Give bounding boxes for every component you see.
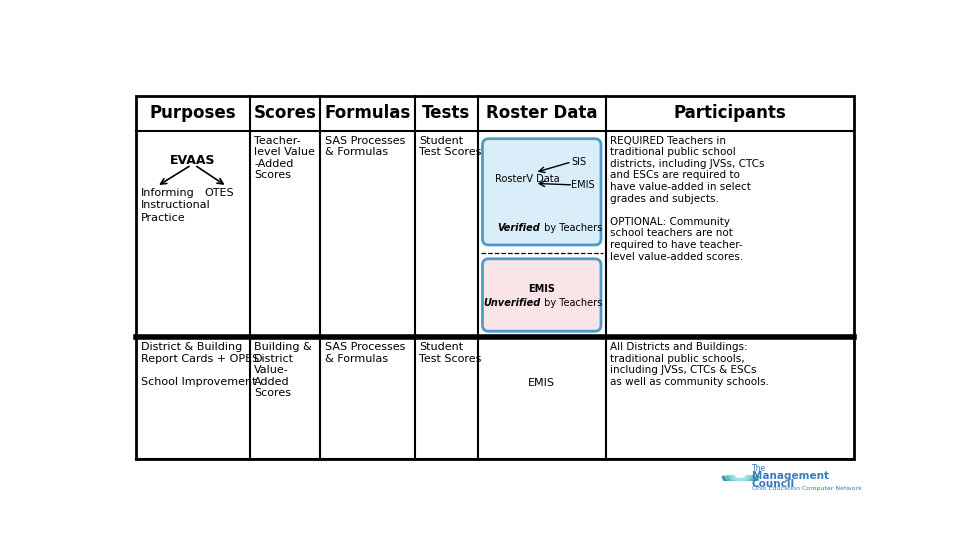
Text: Management: Management — [752, 470, 828, 481]
Text: All Districts and Buildings:
traditional public schools,
including JVSs, CTCs & : All Districts and Buildings: traditional… — [611, 342, 769, 387]
Text: Unverified: Unverified — [483, 298, 540, 308]
Text: Student
Test Scores: Student Test Scores — [420, 136, 482, 157]
Text: by Teachers: by Teachers — [540, 298, 602, 308]
Text: Verified: Verified — [497, 223, 540, 233]
Text: RosterV Data: RosterV Data — [494, 174, 560, 184]
Text: EMIS: EMIS — [528, 284, 555, 294]
Text: Informing: Informing — [141, 188, 195, 198]
Text: Formulas: Formulas — [324, 104, 411, 122]
Text: OTES: OTES — [204, 188, 234, 198]
Text: EVAAS: EVAAS — [170, 154, 216, 167]
Text: Student
Test Scores: Student Test Scores — [420, 342, 482, 363]
FancyBboxPatch shape — [483, 139, 601, 245]
Text: District & Building
Report Cards + OPES

School Improvement: District & Building Report Cards + OPES … — [141, 342, 259, 387]
Text: Ohio Education Computer Network: Ohio Education Computer Network — [752, 486, 862, 491]
Text: EMIS: EMIS — [570, 180, 594, 190]
Text: Tests: Tests — [422, 104, 470, 122]
Text: Scores: Scores — [253, 104, 316, 122]
Text: by Teachers: by Teachers — [540, 223, 602, 233]
Text: Council: Council — [752, 479, 795, 489]
Text: EMIS: EMIS — [528, 378, 555, 388]
Text: Instructional: Instructional — [141, 200, 210, 210]
Text: SAS Processes
& Formulas: SAS Processes & Formulas — [324, 136, 405, 157]
Text: Building &
District
Value-
Added
Scores: Building & District Value- Added Scores — [254, 342, 312, 399]
Bar — [136, 96, 853, 459]
FancyBboxPatch shape — [483, 259, 601, 331]
Text: Participants: Participants — [673, 104, 786, 122]
Text: Purposes: Purposes — [150, 104, 236, 122]
Text: SIS: SIS — [572, 157, 587, 167]
Text: The: The — [752, 464, 766, 472]
Text: Teacher-
level Value
-Added
Scores: Teacher- level Value -Added Scores — [254, 136, 315, 180]
Text: Practice: Practice — [141, 213, 185, 222]
Text: SAS Processes
& Formulas: SAS Processes & Formulas — [324, 342, 405, 363]
Text: REQUIRED Teachers in
traditional public school
districts, including JVSs, CTCs
a: REQUIRED Teachers in traditional public … — [611, 136, 765, 262]
Text: Roster Data: Roster Data — [486, 104, 597, 122]
